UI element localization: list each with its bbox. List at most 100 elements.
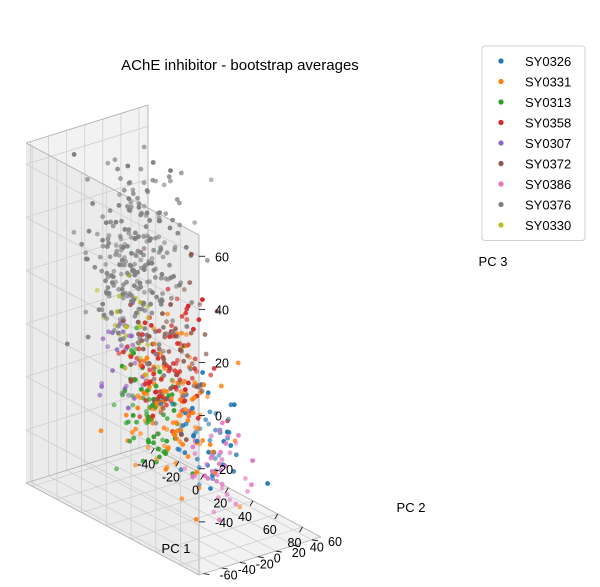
data-point: [145, 233, 150, 239]
data-point: [128, 362, 134, 367]
data-point: [96, 307, 102, 313]
legend-label: SY0372: [525, 157, 571, 172]
x-tick-label: 80: [288, 536, 302, 550]
data-point: [123, 412, 129, 418]
data-point: [119, 218, 124, 224]
data-point: [205, 390, 211, 396]
data-point: [184, 317, 190, 322]
data-point: [177, 222, 183, 228]
data-point: [186, 380, 191, 386]
grid-line-x: [155, 513, 278, 553]
legend-marker: [498, 119, 504, 126]
data-point: [141, 246, 147, 251]
data-point: [111, 268, 117, 274]
data-point: [250, 458, 256, 463]
data-point: [211, 509, 217, 515]
data-point: [99, 381, 105, 386]
data-point: [115, 166, 120, 172]
x-tick-mark: [150, 448, 155, 454]
data-point: [151, 267, 157, 273]
legend-label: SY0331: [525, 75, 571, 90]
data-point: [173, 326, 178, 332]
data-point: [224, 492, 230, 497]
data-point: [160, 311, 165, 316]
legend-marker: [498, 78, 504, 85]
data-point: [103, 220, 109, 226]
data-point: [133, 426, 139, 432]
data-point: [179, 330, 185, 336]
data-point: [165, 286, 171, 292]
data-point: [192, 380, 198, 386]
data-point: [132, 261, 138, 267]
data-point: [188, 366, 193, 372]
y-tick-mark: [293, 545, 300, 547]
data-point: [166, 349, 172, 354]
data-point: [131, 297, 137, 303]
pane-edge: [147, 444, 322, 538]
data-point: [116, 253, 122, 258]
data-point: [160, 348, 166, 354]
grid-line-y: [30, 481, 204, 574]
legend-marker: [498, 99, 504, 105]
data-point: [137, 280, 143, 286]
data-point: [108, 219, 113, 225]
data-point: [122, 290, 128, 296]
x-tick-label: -20: [162, 470, 180, 484]
data-point: [183, 421, 189, 427]
data-point: [136, 331, 141, 337]
data-point: [120, 349, 126, 355]
data-point: [209, 469, 215, 474]
data-point: [92, 264, 98, 270]
data-point: [180, 381, 186, 386]
data-point: [183, 310, 189, 316]
data-point: [137, 395, 143, 400]
x-tick-label: 60: [263, 523, 277, 537]
x-tick-mark: [200, 474, 204, 480]
data-point: [149, 260, 155, 266]
data-point: [117, 233, 123, 239]
x-tick-mark: [299, 526, 303, 533]
chart-title: AChE inhibitor - bootstrap averages: [121, 57, 359, 74]
data-point: [203, 417, 209, 423]
legend: SY0326 SY0331 SY0313 SY0358 SY0307 SY0372 SY03…: [481, 45, 586, 241]
data-point: [231, 469, 237, 474]
data-point: [177, 397, 183, 403]
grid-line-z: [25, 125, 149, 165]
data-point: [175, 357, 180, 363]
data-point: [180, 442, 186, 447]
data-point: [207, 442, 213, 448]
data-point: [116, 351, 122, 356]
data-point: [163, 211, 169, 217]
data-point: [192, 356, 198, 362]
data-point: [164, 319, 169, 325]
data-point: [119, 286, 125, 292]
data-point: [110, 368, 115, 373]
data-point: [151, 440, 156, 446]
data-point: [226, 416, 231, 422]
data-point: [265, 481, 270, 486]
data-point: [175, 333, 180, 339]
data-point: [188, 251, 194, 257]
data-point: [141, 203, 147, 209]
data-point: [203, 351, 209, 357]
data-point: [153, 383, 159, 389]
data-point: [157, 210, 163, 216]
data-point: [159, 271, 165, 277]
data-point: [117, 308, 123, 314]
data-point: [219, 481, 225, 487]
legend-marker: [498, 140, 504, 146]
z-tick-label: -20: [215, 463, 233, 477]
data-point: [167, 365, 172, 370]
data-point: [156, 234, 162, 240]
data-point: [164, 416, 170, 421]
data-point: [113, 243, 119, 248]
data-point: [132, 360, 138, 366]
data-point: [141, 300, 147, 306]
x-tick-mark: [224, 487, 229, 493]
data-point: [154, 294, 160, 300]
data-point: [170, 379, 176, 384]
data-point: [157, 218, 163, 224]
data-point: [191, 433, 196, 439]
data-point: [156, 431, 161, 437]
axis-lines: [25, 104, 322, 576]
